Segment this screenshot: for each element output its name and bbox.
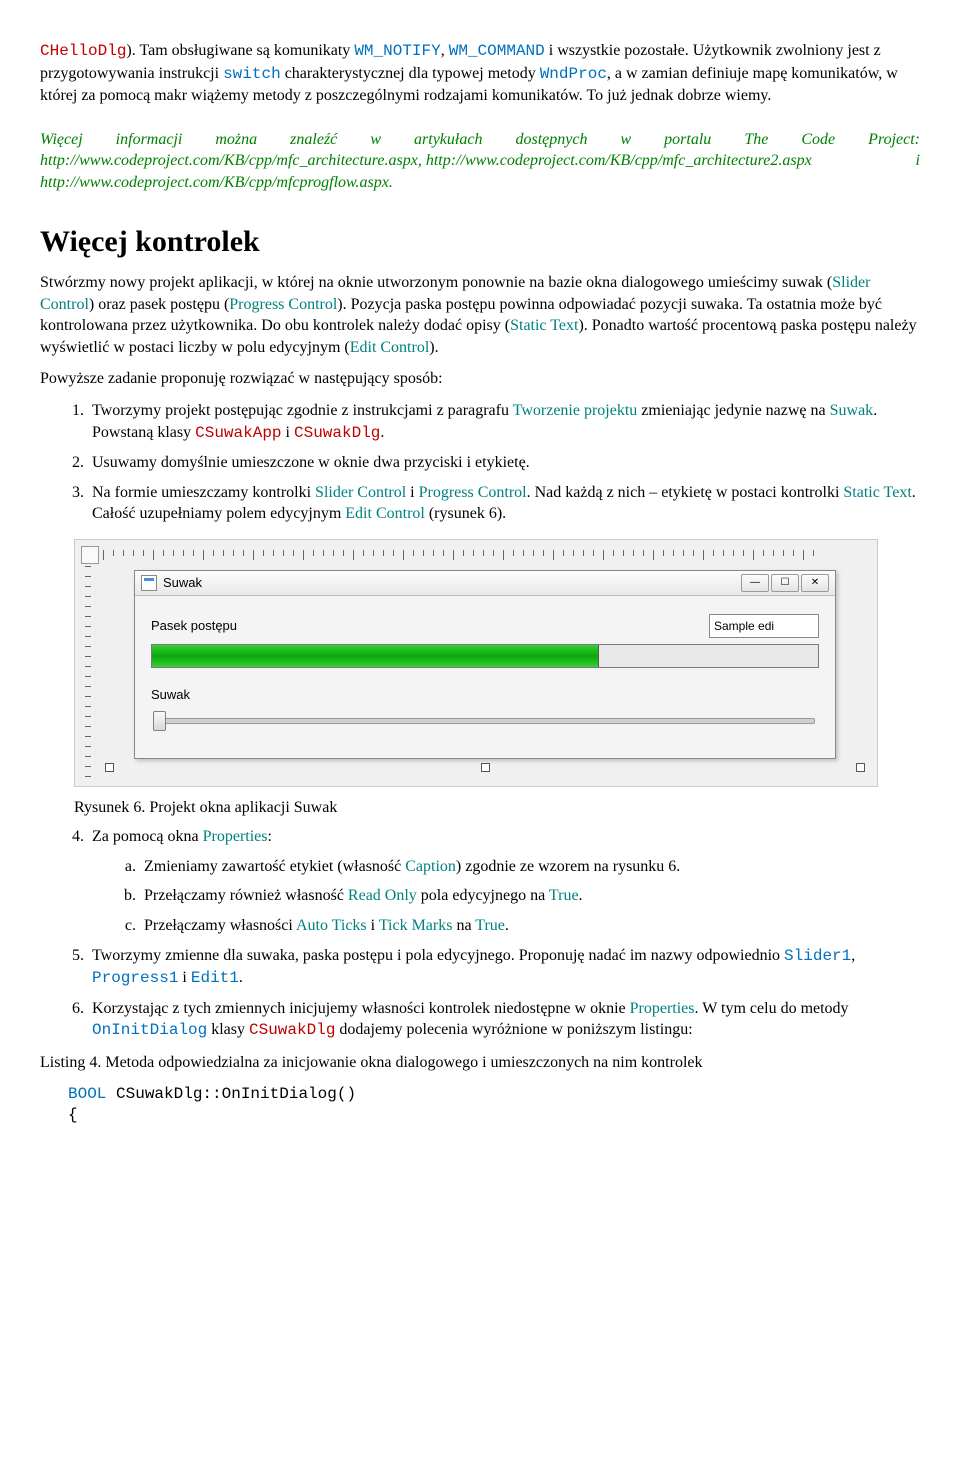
section-heading: Więcej kontrolek [40, 222, 920, 263]
listing-4-caption: Listing 4. Metoda odpowiedzialna za inic… [40, 1052, 920, 1074]
resize-grip[interactable] [856, 763, 865, 772]
window-title: Suwak [163, 574, 202, 592]
code-chellodlg: CHelloDlg [40, 42, 126, 60]
step-6: Korzystając z tych zmiennych inicjujemy … [88, 998, 920, 1042]
steps-list: Tworzymy projekt postępując zgodnie z in… [40, 400, 920, 525]
close-button[interactable]: ✕ [801, 574, 829, 592]
titlebar: Suwak — ☐ ✕ [135, 571, 835, 596]
task-paragraph: Stwórzmy nowy projekt aplikacji, w które… [40, 272, 920, 358]
info-paragraph: Więcej informacji można znaleźć w artyku… [40, 129, 920, 194]
code-block: BOOL CSuwakDlg::OnInitDialog() { [68, 1084, 920, 1127]
ruler-vertical [81, 566, 99, 776]
step-4b: Przełączamy również własność Read Only p… [140, 885, 920, 907]
progress-control[interactable] [151, 644, 819, 668]
link-arch2[interactable]: http://www.codeproject.com/KB/cpp/mfc_ar… [426, 152, 812, 169]
minimize-button[interactable]: — [741, 574, 769, 592]
slider-thumb[interactable] [153, 711, 166, 731]
code-wndproc: WndProc [540, 65, 607, 83]
step-4a: Zmieniamy zawartość etykiet (własność Ca… [140, 856, 920, 878]
code-wmcommand: WM_COMMAND [449, 42, 545, 60]
design-canvas: Suwak — ☐ ✕ Pasek postępu Sample edi [99, 566, 871, 776]
progress-fill [152, 645, 599, 667]
intro-paragraph: CHelloDlg). Tam obsługiwane są komunikat… [40, 40, 920, 107]
step-2: Usuwamy domyślnie umieszczone w oknie dw… [88, 452, 920, 474]
step-4c: Przełączamy własności Auto Ticks i Tick … [140, 915, 920, 937]
label-slider: Suwak [151, 687, 190, 702]
label-progress: Pasek postępu [151, 617, 237, 635]
resize-grip[interactable] [481, 763, 490, 772]
code-switch: switch [223, 65, 281, 83]
step-5: Tworzymy zmienne dla suwaka, paska postę… [88, 945, 920, 990]
window-icon [141, 575, 157, 591]
designer-screenshot: Suwak — ☐ ✕ Pasek postępu Sample edi [74, 539, 878, 787]
figure-6-caption: Rysunek 6. Projekt okna aplikacji Suwak [74, 797, 920, 819]
ruler-horizontal [81, 546, 871, 564]
link-progflow[interactable]: http://www.codeproject.com/KB/cpp/mfcpro… [40, 174, 389, 191]
code-wmnotify: WM_NOTIFY [354, 42, 440, 60]
dialog-window: Suwak — ☐ ✕ Pasek postępu Sample edi [134, 570, 836, 759]
substeps-4: Zmieniamy zawartość etykiet (własność Ca… [92, 856, 920, 937]
step-4: Za pomocą okna Properties: Zmieniamy zaw… [88, 826, 920, 936]
maximize-button[interactable]: ☐ [771, 574, 799, 592]
slider-control[interactable] [151, 708, 819, 736]
resize-grip[interactable] [105, 763, 114, 772]
step-3: Na formie umieszczamy kontrolki Slider C… [88, 482, 920, 525]
link-arch1[interactable]: http://www.codeproject.com/KB/cpp/mfc_ar… [40, 152, 418, 169]
step-1: Tworzymy projekt postępując zgodnie z in… [88, 400, 920, 444]
steps-intro: Powyższe zadanie proponuję rozwiązać w n… [40, 368, 920, 390]
steps-list-cont: Za pomocą okna Properties: Zmieniamy zaw… [40, 826, 920, 1042]
edit-control[interactable]: Sample edi [709, 614, 819, 638]
